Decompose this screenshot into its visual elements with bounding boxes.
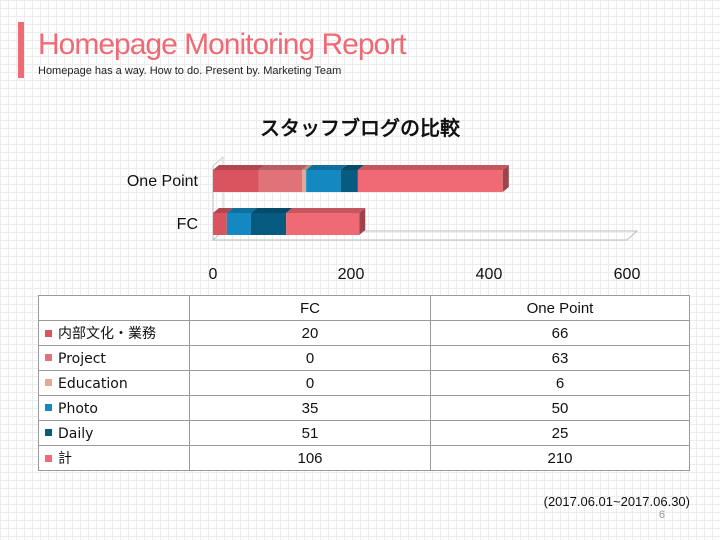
fc-value: 106 (189, 445, 431, 471)
one-point-value: 6 (430, 370, 690, 396)
date-range: (2017.06.01~2017.06.30) (543, 494, 690, 509)
bar-segment (302, 170, 307, 192)
bar-end-face (502, 165, 509, 192)
row-label-cell: 内部文化・業務 (38, 320, 190, 346)
legend-key (45, 379, 52, 387)
bar-segment-top (213, 165, 265, 170)
bar-segment-top (357, 165, 509, 170)
row-label-cell: Photo (38, 395, 190, 421)
chart-title: スタッフブログの比較 (260, 116, 460, 140)
table-row: Education 0 6 (38, 370, 690, 396)
bar-segment (213, 170, 259, 192)
stacked-bar-chart: 0 200 400 600 FC One Point (127, 155, 641, 283)
legend-key (45, 454, 52, 462)
fc-value: 20 (189, 320, 431, 346)
bar-segment-top (226, 208, 257, 213)
fc-value: 35 (189, 395, 431, 421)
row-label: Project (58, 350, 106, 367)
table-row: Project 0 63 (38, 345, 690, 371)
legend-key (45, 429, 52, 437)
x-tick-label: 0 (209, 266, 218, 283)
row-label: 計 (58, 451, 72, 467)
row-label-cell: Project (38, 345, 190, 371)
table-row: 計 106 210 (38, 445, 690, 471)
row-label-cell: Education (38, 370, 190, 396)
bar-segment-top (286, 208, 366, 213)
x-tick-label: 400 (476, 266, 503, 283)
row-label-cell: 計 (38, 445, 190, 471)
table-header-fc: FC (189, 295, 431, 321)
bar-segment-top (250, 208, 293, 213)
bar-segment (357, 170, 503, 192)
row-label: Daily (58, 425, 94, 442)
bar-segment-top (258, 165, 309, 170)
bar-segment-top (302, 165, 313, 170)
bar-segment (286, 213, 360, 235)
row-label-cell: Daily (38, 420, 190, 446)
row-label: Education (58, 375, 128, 392)
fc-value: 0 (189, 345, 431, 371)
table-row: 内部文化・業務 20 66 (38, 320, 690, 346)
fc-value: 51 (189, 420, 431, 446)
one-point-value: 210 (430, 445, 690, 471)
data-table: FC One Point 内部文化・業務 20 66 Project 0 63 … (38, 295, 690, 471)
bar-segment-top (340, 165, 364, 170)
one-point-value: 50 (430, 395, 690, 421)
row-label: Photo (58, 400, 98, 417)
bar-end-face (359, 208, 366, 235)
bar-segment (213, 213, 227, 235)
x-tick-label: 200 (338, 266, 365, 283)
legend-key (45, 354, 52, 362)
one-point-value: 63 (430, 345, 690, 371)
legend-key (45, 404, 52, 412)
bar-segment (250, 213, 287, 235)
bar-segment (226, 213, 251, 235)
bar-segment (258, 170, 303, 192)
table-row: Daily 51 25 (38, 420, 690, 446)
slide-subtitle: Homepage has a way. How to do. Present b… (38, 65, 342, 77)
one-point-value: 25 (430, 420, 690, 446)
x-tick-label: 600 (614, 266, 641, 283)
bar-segment-top (306, 165, 347, 170)
table-row: Photo 35 50 (38, 395, 690, 421)
row-label: 内部文化・業務 (58, 326, 156, 342)
y-category-label: FC (177, 216, 198, 233)
y-category-label: One Point (127, 173, 199, 190)
slide-title: Homepage Monitoring Report (38, 28, 407, 61)
one-point-value: 66 (430, 320, 690, 346)
fc-value: 0 (189, 370, 431, 396)
bar-segment (340, 170, 358, 192)
table-header-one-point: One Point (430, 295, 690, 321)
legend-key (45, 329, 52, 337)
bar-segment-top (213, 208, 233, 213)
bar-segment (306, 170, 341, 192)
table-header-blank (38, 295, 190, 321)
page-number: 6 (658, 509, 665, 521)
title-accent-bar (18, 22, 24, 78)
table-header-row: FC One Point (38, 295, 690, 321)
